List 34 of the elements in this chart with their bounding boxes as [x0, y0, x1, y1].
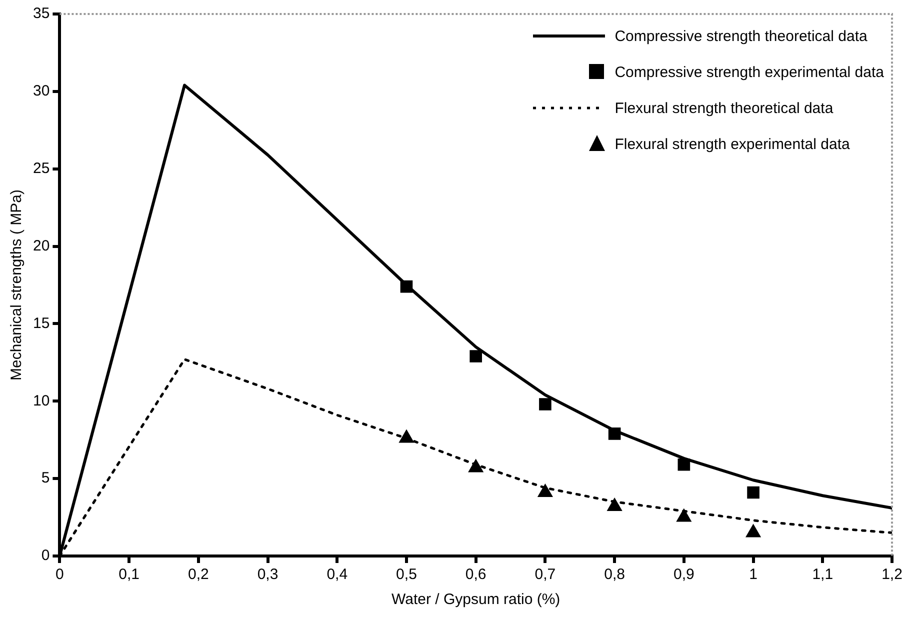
- y-tick-label: 10: [32, 392, 50, 410]
- point: [676, 508, 692, 522]
- x-tick-label: 0,7: [534, 566, 556, 584]
- x-tick-label: 1,1: [812, 566, 834, 584]
- legend-label: Flexural strength experimental data: [614, 136, 850, 152]
- y-tick-label: 5: [41, 470, 50, 487]
- legend-label: Compressive strength experimental data: [614, 64, 884, 80]
- y-axis-title: Mechanical strengths ( MPa): [8, 190, 26, 380]
- x-tick-label: 0,4: [326, 566, 348, 584]
- legend-label: Compressive strength theoretical data: [614, 28, 868, 44]
- x-tick-label: 1: [749, 566, 758, 584]
- x-tick-label: 0,8: [604, 566, 625, 584]
- x-axis-title: Water / Gypsum ratio (%): [392, 591, 560, 608]
- x-tick-label: 0,2: [188, 566, 209, 584]
- y-tick-label: 20: [32, 237, 50, 254]
- y-tick-label: 15: [32, 314, 50, 332]
- x-tick-label: 0,3: [257, 566, 278, 584]
- x-tick-label: 0: [56, 566, 64, 584]
- point: [538, 484, 553, 498]
- y-tick-label: 0: [41, 547, 50, 564]
- y-tick-label: 35: [32, 5, 50, 22]
- x-tick-label: 1,2: [882, 566, 902, 584]
- point: [539, 398, 552, 410]
- y-tick-label: 30: [32, 82, 50, 100]
- x-tick-label: 0,6: [465, 566, 486, 584]
- y-tick-label: 25: [32, 160, 50, 177]
- point: [399, 430, 414, 443]
- point: [607, 498, 622, 511]
- point: [470, 350, 482, 362]
- x-tick-label: 0,1: [118, 566, 140, 584]
- legend-label: Flexural strength theoretical data: [614, 100, 834, 116]
- x-tick-label: 0,5: [396, 566, 417, 584]
- x-tick-label: 0,9: [673, 566, 694, 584]
- point: [746, 524, 761, 538]
